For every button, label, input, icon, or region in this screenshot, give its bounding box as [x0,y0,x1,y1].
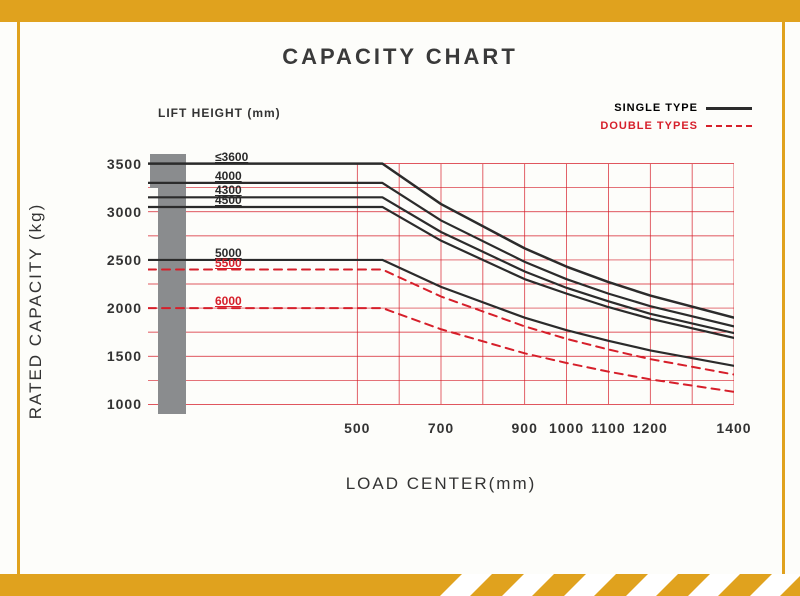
frame-bottom-band [0,574,800,596]
series-label: 4000 [215,169,242,183]
legend: SINGLE TYPE DOUBLE TYPES [600,102,752,138]
series-label: 6000 [215,294,242,308]
x-tick: 500 [344,414,370,436]
series-label: 4500 [215,193,242,207]
legend-entry-single: SINGLE TYPE [600,102,752,114]
x-tick: 1000 [549,414,584,436]
x-axis-label: LOAD CENTER(mm) [148,474,734,494]
page-title: CAPACITY CHART [0,44,800,70]
x-tick: 700 [428,414,454,436]
legend-swatch-double [706,125,752,127]
y-axis-label: RATED CAPACITY (kg) [26,203,46,420]
y-tick: 1000 [107,396,148,412]
y-tick: 2000 [107,300,148,316]
y-tick: 3000 [107,204,148,220]
chart-container: RATED CAPACITY (kg) LIFT HEIGHT (mm) SIN… [58,96,762,526]
legend-label-double: DOUBLE TYPES [600,120,698,132]
x-tick: 900 [512,414,538,436]
frame-rail-left [17,22,20,574]
x-tick: 1400 [716,414,751,436]
frame-rail-right [782,22,785,574]
x-tick: 1100 [591,414,625,436]
y-tick: 2500 [107,252,148,268]
y-tick: 3500 [107,156,148,172]
legend-swatch-single [706,107,752,110]
series-label: 5500 [215,256,242,270]
x-tick: 1200 [633,414,668,436]
frame-top-band [0,0,800,22]
page: CAPACITY CHART RATED CAPACITY (kg) LIFT … [0,0,800,596]
legend-label-single: SINGLE TYPE [614,102,698,114]
series-label: ≤3600 [215,150,248,164]
legend-entry-double: DOUBLE TYPES [600,120,752,132]
y-tick: 1500 [107,348,148,364]
lift-height-sublabel: LIFT HEIGHT (mm) [158,106,281,120]
plot-area: 1000150020002500300035005007009001000110… [148,154,734,414]
